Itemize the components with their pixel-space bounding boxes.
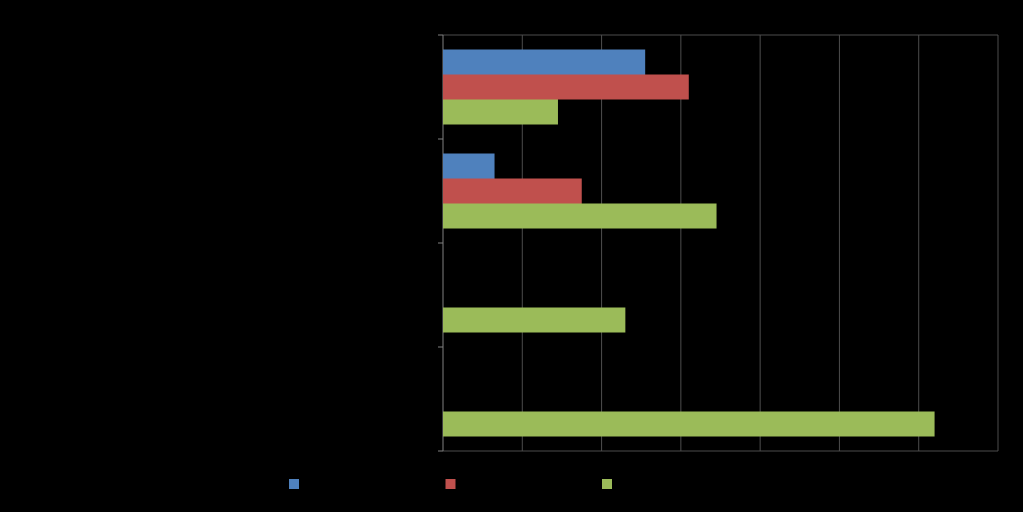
bar (443, 153, 495, 179)
bar (443, 99, 558, 125)
legend-swatch (289, 479, 299, 489)
legend-swatch (445, 479, 456, 489)
bar (443, 49, 646, 75)
bar (443, 307, 626, 333)
bar (443, 411, 935, 437)
legend-swatch (602, 479, 612, 489)
bar (443, 178, 582, 204)
bar (443, 203, 717, 229)
bar (443, 74, 689, 100)
